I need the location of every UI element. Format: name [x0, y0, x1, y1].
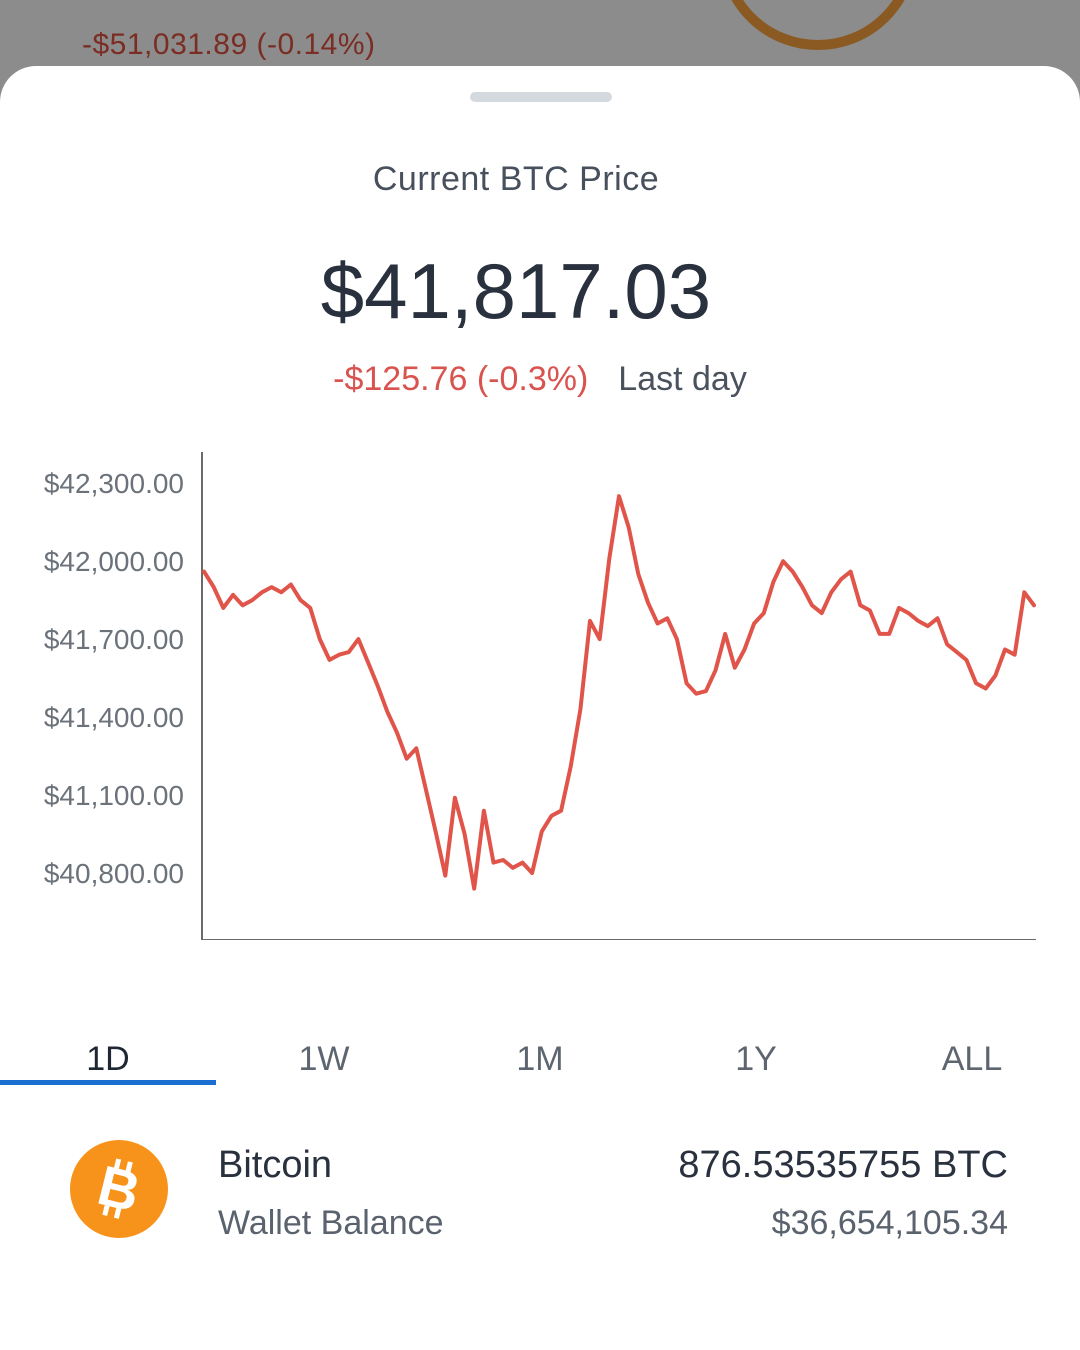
- bitcoin-icon: B: [70, 1140, 168, 1238]
- sheet-drag-handle[interactable]: [470, 92, 612, 102]
- price-change: -$125.76 (-0.3%): [333, 360, 589, 398]
- asset-usd-value: $36,654,105.34: [771, 1204, 1008, 1242]
- y-tick-label: $41,400.00: [44, 702, 184, 733]
- tab-1y[interactable]: 1Y: [735, 1040, 777, 1078]
- y-tick-label: $42,300.00: [44, 468, 184, 499]
- y-tick-label: $41,700.00: [44, 624, 184, 655]
- portfolio-change-text: -$51,031.89 (-0.14%): [82, 28, 376, 61]
- active-tab-indicator: [0, 1080, 216, 1085]
- tab-1w[interactable]: 1W: [298, 1040, 350, 1078]
- progress-ring: [718, 0, 918, 50]
- y-tick-labels: $42,300.00 $42,000.00 $41,700.00 $41,400.00…: [44, 468, 184, 889]
- price-series-line: [202, 494, 1036, 891]
- price-chart[interactable]: $42,300.00 $42,000.00 $41,700.00 $41,400.00…: [0, 380, 1080, 940]
- tab-1m[interactable]: 1M: [516, 1040, 564, 1078]
- change-period: Last day: [618, 360, 747, 398]
- tab-1d[interactable]: 1D: [86, 1040, 130, 1078]
- current-price: $41,817.03: [320, 247, 712, 335]
- asset-amount: 876.53535755 BTC: [678, 1144, 1008, 1186]
- asset-subtitle: Wallet Balance: [218, 1204, 444, 1242]
- price-title: Current BTC Price: [372, 160, 660, 198]
- price-change-row: -$125.76 (-0.3%) Last day: [0, 360, 1080, 399]
- y-tick-label: $41,100.00: [44, 780, 184, 811]
- y-tick-label: $40,800.00: [44, 858, 184, 889]
- btc-price-sheet: Current BTC Price $41,817.03 -$125.76 (-…: [0, 66, 1080, 1350]
- range-tabs: 1D 1W 1M 1Y ALL: [0, 1040, 1080, 1120]
- y-tick-label: $42,000.00: [44, 546, 184, 577]
- asset-name: Bitcoin: [218, 1144, 333, 1186]
- tab-all[interactable]: ALL: [941, 1040, 1003, 1078]
- price-points: [203, 496, 1035, 889]
- asset-row-bitcoin[interactable]: B Bitcoin Wallet Balance 876.53535755 BT…: [0, 1130, 1080, 1260]
